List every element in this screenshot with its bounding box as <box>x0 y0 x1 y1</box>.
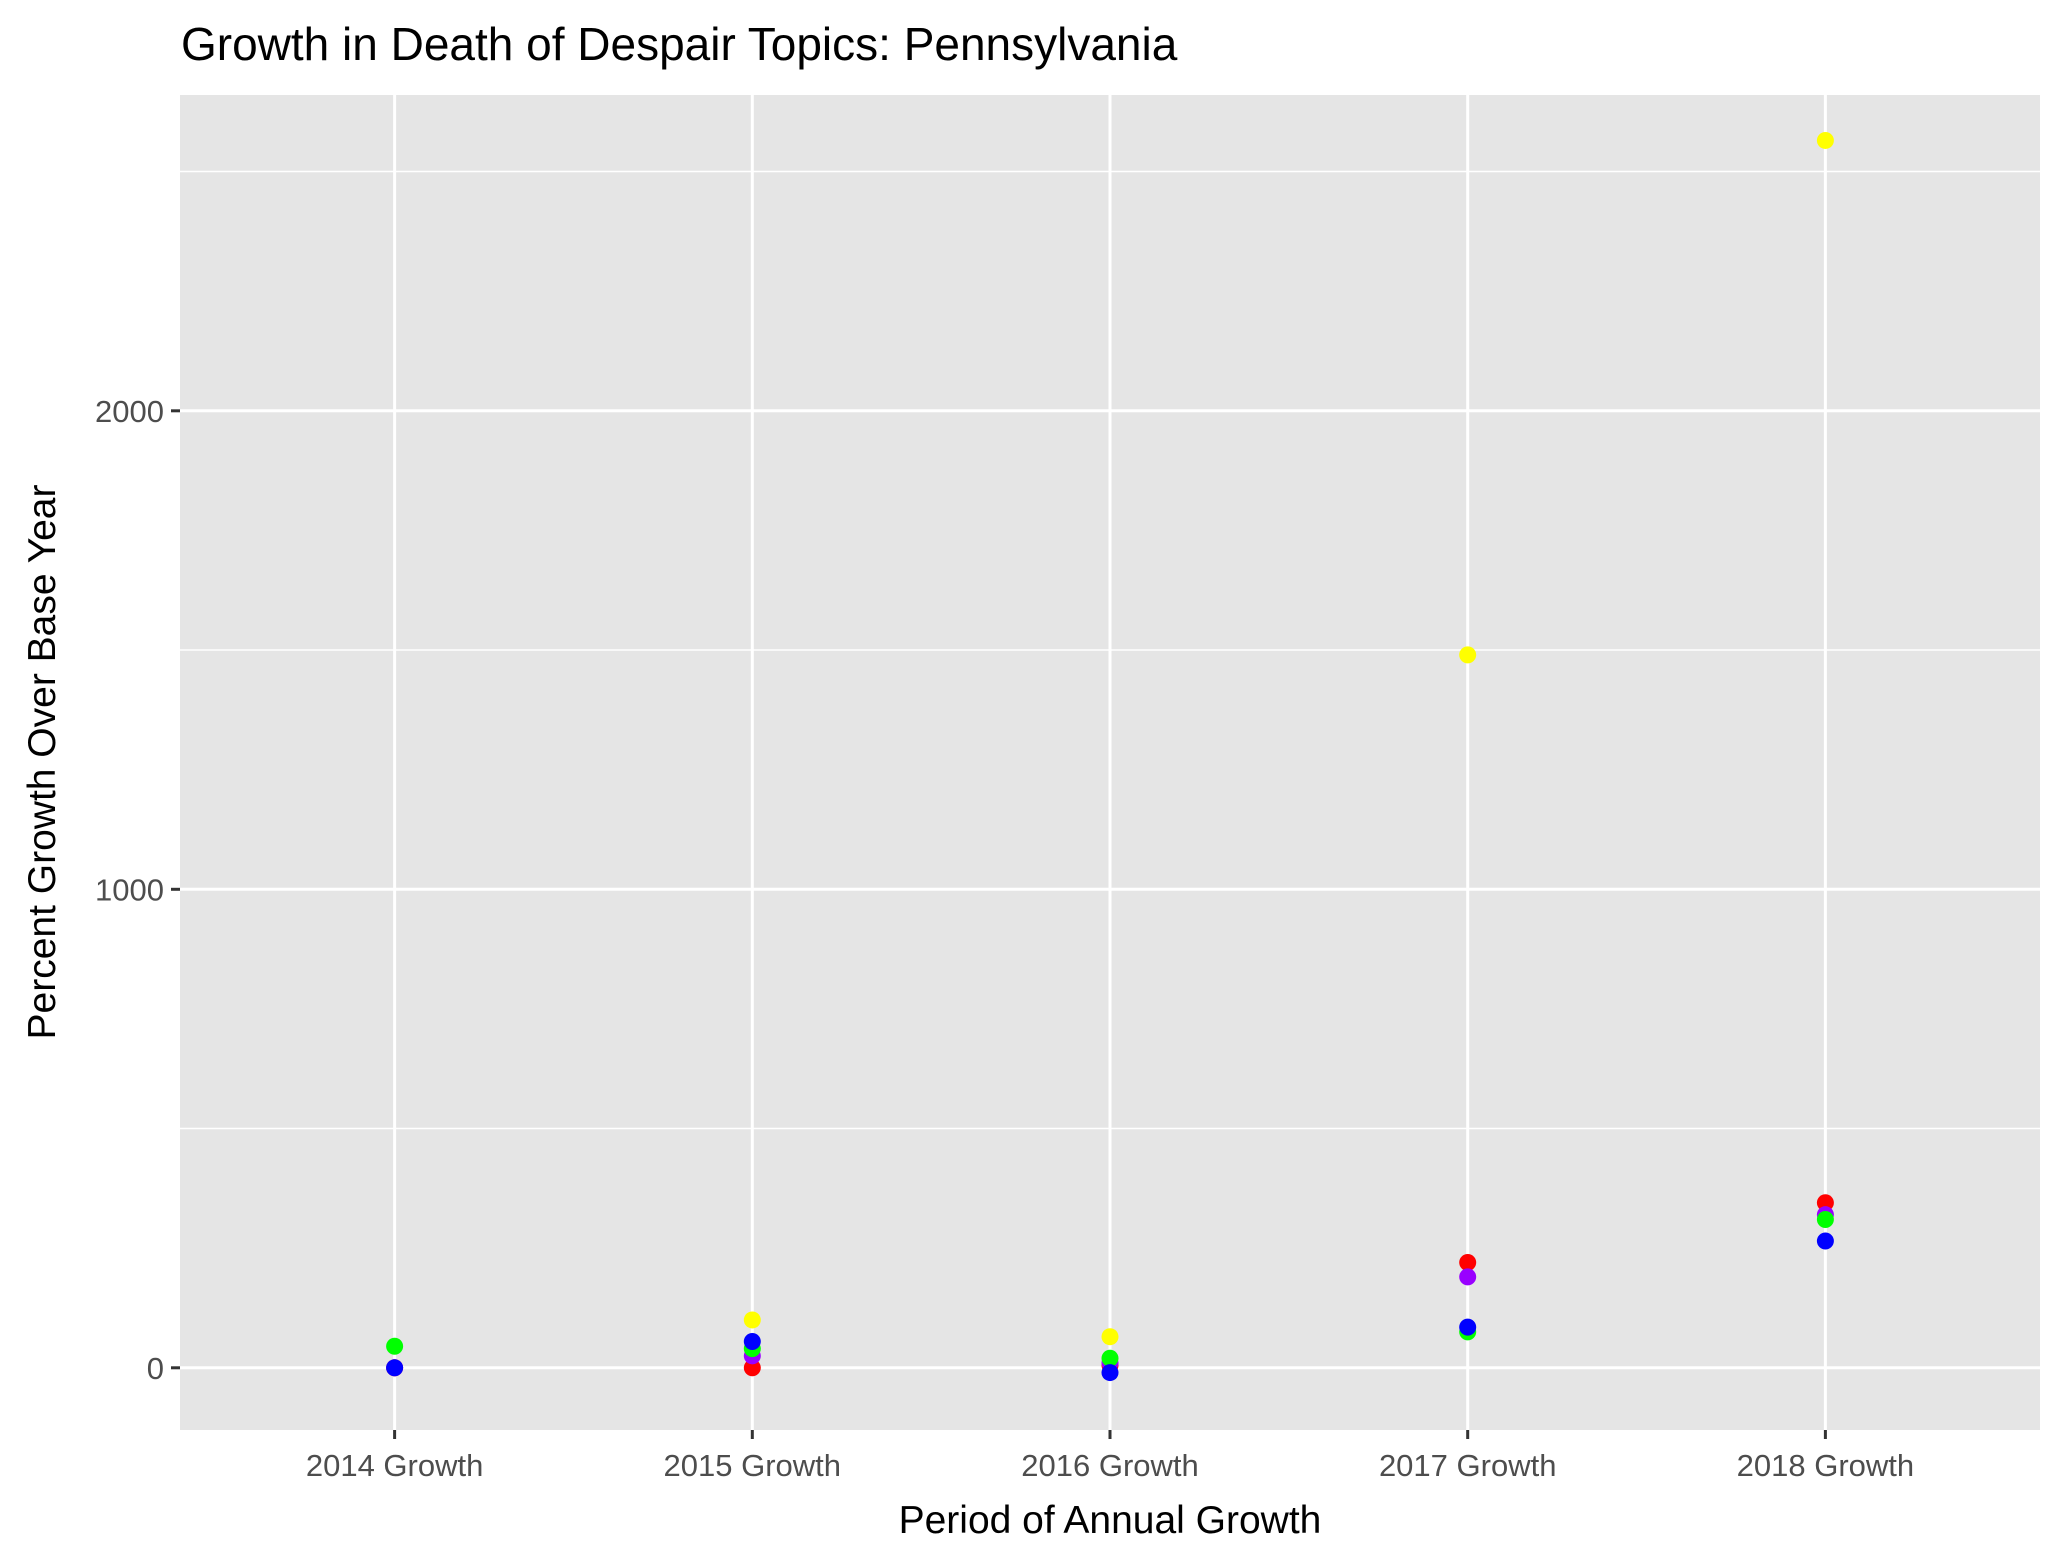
x-tick-label: 2017 Growth <box>1379 1448 1557 1483</box>
data-point <box>1816 131 1834 149</box>
y-axis-title: Percent Growth Over Base Year <box>21 485 64 1040</box>
y-axis: 0 1000 2000 <box>95 394 180 1386</box>
data-point <box>1101 1364 1119 1382</box>
data-point <box>1459 1254 1477 1272</box>
x-axis-title: Period of Annual Growth <box>899 1499 1322 1542</box>
x-tick-label: 2015 Growth <box>664 1448 842 1483</box>
x-tick-label: 2016 Growth <box>1021 1448 1199 1483</box>
data-point <box>1459 1268 1477 1286</box>
data-point <box>1816 1210 1834 1228</box>
x-axis: 2014 Growth 2015 Growth 2016 Growth 2017 Gr… <box>306 1430 1914 1483</box>
data-points <box>386 131 1834 1382</box>
major-gridlines <box>180 95 2040 1430</box>
chart-title: Growth in Death of Despair Topics: Penns… <box>181 18 1178 70</box>
data-point <box>386 1359 404 1377</box>
data-point <box>1816 1194 1834 1212</box>
data-point <box>1459 1318 1477 1336</box>
data-point <box>743 1332 761 1350</box>
data-point <box>1459 646 1477 664</box>
data-point <box>743 1359 761 1377</box>
data-point <box>386 1337 404 1355</box>
data-point <box>1101 1328 1119 1346</box>
y-tick-label: 1000 <box>95 872 164 907</box>
data-point <box>743 1311 761 1329</box>
y-tick-label: 2000 <box>95 394 164 429</box>
y-tick-label: 0 <box>147 1351 164 1386</box>
x-tick-label: 2018 Growth <box>1737 1448 1915 1483</box>
data-point <box>1101 1349 1119 1367</box>
data-point <box>1816 1232 1834 1250</box>
x-tick-label: 2014 Growth <box>306 1448 484 1483</box>
